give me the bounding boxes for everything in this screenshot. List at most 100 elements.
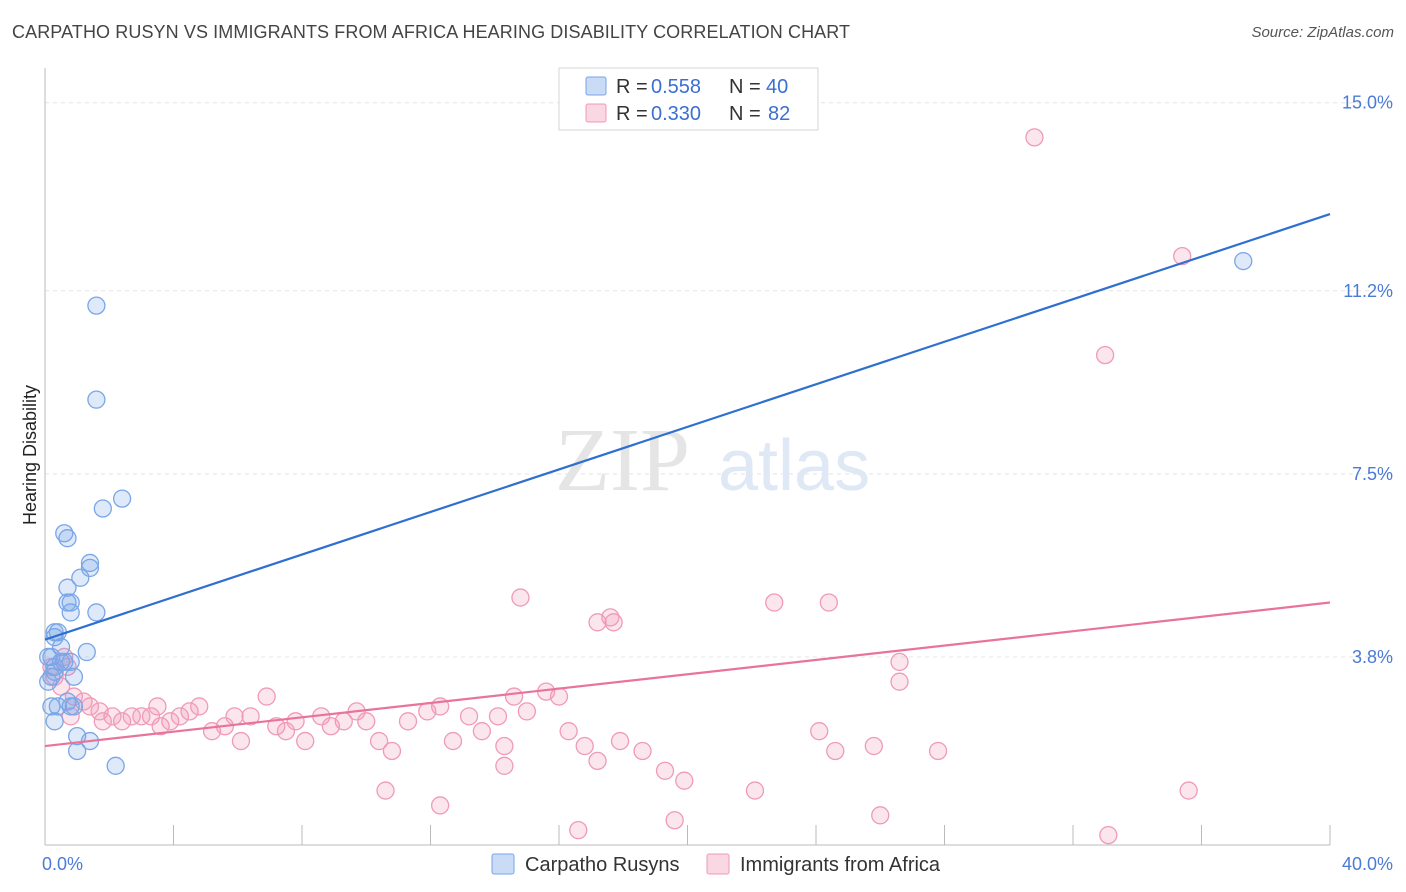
point-immigrants-africa (398, 712, 418, 731)
point-immigrants-africa (257, 687, 276, 706)
y-tick-label: 15.0% (1342, 93, 1393, 113)
bottom-legend-label-1: Carpatho Rusyns (525, 854, 680, 876)
y-tick-label: 7.5% (1352, 464, 1393, 484)
point-immigrants-africa (511, 588, 530, 607)
point-immigrants-africa (488, 707, 508, 726)
trend-line-immigrants-africa (44, 601, 1331, 748)
point-immigrants-africa (141, 707, 161, 726)
point-immigrants-africa (826, 741, 845, 761)
point-immigrants-africa (1095, 345, 1115, 365)
point-immigrants-africa (871, 806, 890, 825)
point-immigrants-africa (569, 821, 588, 840)
point-immigrants-africa (601, 608, 620, 627)
point-carpatho-rusyns (58, 529, 77, 548)
trend-line-carpatho-rusyns (44, 213, 1331, 641)
point-immigrants-africa (575, 736, 594, 756)
point-immigrants-africa (633, 741, 652, 761)
point-carpatho-rusyns (106, 756, 125, 775)
point-immigrants-africa (80, 697, 100, 716)
y-axis-label: Hearing Disability (20, 385, 40, 525)
point-immigrants-africa (504, 687, 524, 706)
point-immigrants-africa (1099, 825, 1118, 845)
y-tick-label: 3.8% (1352, 647, 1393, 667)
point-immigrants-africa (151, 717, 170, 736)
point-immigrants-africa (745, 781, 765, 800)
point-immigrants-africa (225, 707, 244, 726)
legend-r-value-2: 0.330 (651, 103, 701, 125)
x-tick-label: 0.0% (42, 854, 83, 874)
point-immigrants-africa (241, 707, 260, 726)
legend-r-label-1: R = (616, 76, 648, 98)
point-immigrants-africa (190, 697, 209, 716)
point-immigrants-africa (517, 702, 537, 721)
point-immigrants-africa (93, 712, 112, 731)
point-immigrants-africa (459, 707, 479, 726)
legend-r-label-2: R = (616, 103, 648, 125)
point-carpatho-rusyns (45, 662, 64, 681)
point-immigrants-africa (122, 707, 141, 726)
trend-lines (44, 213, 1331, 748)
point-carpatho-rusyns (61, 652, 80, 672)
point-carpatho-rusyns (67, 741, 87, 761)
point-immigrants-africa (665, 811, 684, 830)
point-immigrants-africa (655, 761, 675, 780)
point-immigrants-africa (103, 707, 122, 726)
point-immigrants-africa (765, 593, 784, 612)
legend-box (558, 67, 819, 131)
point-carpatho-rusyns (80, 553, 100, 573)
point-immigrants-africa (357, 712, 376, 731)
point-immigrants-africa (112, 712, 132, 731)
bottom-legend-swatch-blue (491, 853, 515, 875)
point-immigrants-africa (588, 751, 607, 771)
point-immigrants-africa (604, 613, 623, 632)
point-carpatho-rusyns (55, 652, 74, 672)
point-carpatho-rusyns (93, 499, 112, 518)
point-immigrants-africa (819, 593, 838, 612)
legend-n-value-1: 40 (766, 76, 788, 98)
point-carpatho-rusyns (61, 593, 80, 612)
point-carpatho-rusyns (87, 603, 106, 622)
point-immigrants-africa (231, 731, 251, 751)
point-immigrants-africa (559, 722, 578, 741)
point-immigrants-africa (472, 722, 492, 741)
point-immigrants-africa (928, 741, 948, 761)
watermark-atlas: atlas (718, 426, 870, 506)
point-immigrants-africa (549, 687, 569, 706)
point-carpatho-rusyns (112, 489, 132, 508)
bottom-legend: Carpatho Rusyns Immigrants from Africa (491, 853, 941, 876)
point-carpatho-rusyns (42, 667, 61, 686)
point-carpatho-rusyns (87, 296, 106, 315)
point-carpatho-rusyns (51, 637, 71, 657)
point-immigrants-africa (810, 722, 829, 741)
legend-swatch-pink (585, 103, 607, 123)
bottom-legend-swatch-pink (706, 853, 730, 875)
legend-swatch-blue (585, 76, 607, 96)
point-carpatho-rusyns (64, 667, 84, 686)
point-carpatho-rusyns (45, 712, 64, 731)
x-tick-label: 40.0% (1342, 854, 1393, 874)
axes (44, 68, 1331, 846)
point-immigrants-africa (430, 796, 450, 815)
grid-lines (45, 102, 1392, 658)
point-carpatho-rusyns (42, 697, 61, 716)
point-immigrants-africa (286, 712, 305, 731)
point-immigrants-africa (610, 731, 630, 751)
point-immigrants-africa (495, 756, 514, 775)
legend-n-label-1: N = (729, 76, 761, 98)
point-immigrants-africa (161, 712, 180, 731)
point-immigrants-africa (382, 741, 402, 761)
point-immigrants-africa (1179, 781, 1198, 800)
point-immigrants-africa (170, 707, 190, 726)
point-immigrants-africa (864, 736, 883, 756)
point-carpatho-rusyns (77, 642, 96, 662)
point-immigrants-africa (443, 731, 463, 751)
point-carpatho-rusyns (71, 568, 90, 587)
point-carpatho-rusyns (64, 697, 84, 716)
legend-n-value-2: 82 (768, 103, 790, 125)
point-carpatho-rusyns (39, 672, 58, 691)
point-carpatho-rusyns (48, 697, 67, 716)
point-carpatho-rusyns (87, 390, 106, 409)
point-immigrants-africa (675, 771, 694, 790)
point-immigrants-africa (369, 731, 389, 751)
